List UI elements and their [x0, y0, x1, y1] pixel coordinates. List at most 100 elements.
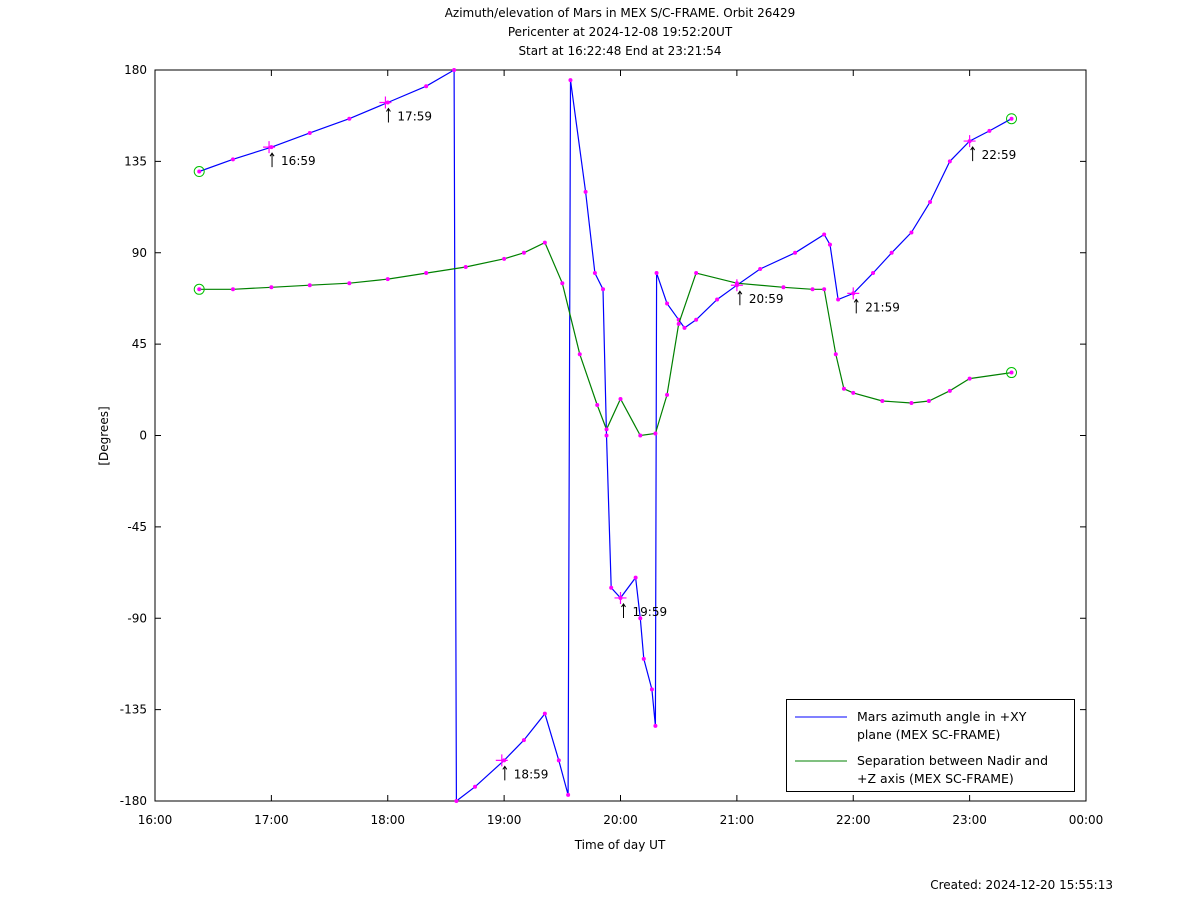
annotation-cross: [379, 96, 392, 109]
annotation-label: 20:59: [749, 292, 784, 306]
point-marker: [568, 78, 573, 83]
point-marker: [197, 287, 202, 292]
point-marker: [542, 240, 547, 245]
point-marker: [926, 398, 931, 403]
point-marker: [822, 232, 827, 237]
point-marker: [347, 116, 352, 121]
annotation-pointer: [621, 603, 626, 618]
annotation-label: 22:59: [982, 148, 1017, 162]
annotation-label: 18:59: [514, 767, 549, 781]
point-marker: [654, 271, 659, 276]
point-marker: [928, 199, 933, 204]
point-marker: [347, 281, 352, 286]
legend-swatch: [795, 716, 847, 718]
point-marker: [694, 317, 699, 322]
point-marker: [230, 287, 235, 292]
legend-swatch: [795, 760, 847, 762]
point-marker: [197, 169, 202, 174]
point-marker: [424, 271, 429, 276]
endpoint-marker: [193, 283, 205, 295]
x-tick-label: 21:00: [720, 813, 755, 827]
annotation-pointer: [386, 107, 391, 123]
annotation-cross: [963, 135, 976, 148]
point-marker: [269, 285, 274, 290]
point-marker: [947, 159, 952, 164]
point-marker: [592, 271, 597, 276]
annotation-label: 19:59: [633, 605, 668, 619]
point-marker: [833, 352, 838, 357]
point-marker: [454, 799, 459, 803]
point-marker: [307, 283, 312, 288]
x-tick-label: 16:00: [138, 813, 173, 827]
x-tick-label: 20:00: [603, 813, 638, 827]
x-tick-label: 18:00: [370, 813, 405, 827]
point-marker: [424, 84, 429, 89]
chart-subtitle: Start at 16:22:48 End at 23:21:54: [518, 44, 721, 58]
point-marker: [781, 285, 786, 290]
point-marker: [604, 427, 609, 432]
legend-entry: Separation between Nadir and +Z axis (ME…: [795, 752, 1074, 788]
point-marker: [1009, 370, 1014, 375]
footer: Created: 2024-12-20 15:55:13: [930, 878, 1113, 892]
y-tick-label: 0: [139, 429, 147, 443]
chart-title: Azimuth/elevation of Mars in MEX S/C-FRA…: [445, 6, 796, 20]
point-marker: [871, 271, 876, 276]
point-marker: [836, 297, 841, 302]
annotation-pointer: [269, 152, 275, 168]
point-marker: [556, 758, 561, 763]
x-tick-label: 22:00: [836, 813, 871, 827]
point-marker: [827, 242, 832, 247]
y-tick-label: 90: [132, 246, 147, 260]
point-marker: [967, 376, 972, 381]
point-marker: [851, 390, 856, 395]
point-marker: [653, 431, 658, 436]
annotation-pointer: [853, 298, 859, 314]
point-marker: [909, 401, 914, 406]
point-marker: [566, 792, 571, 797]
point-marker: [521, 738, 526, 743]
point-marker: [307, 130, 312, 135]
point-marker: [947, 388, 952, 393]
y-tick-label: -45: [127, 520, 147, 534]
annotation-label: 17:59: [397, 109, 432, 123]
point-marker: [452, 68, 457, 72]
point-marker: [653, 723, 658, 728]
x-axis-label: Time of day UT: [574, 838, 666, 852]
point-marker: [577, 352, 582, 357]
annotation-pointer: [970, 146, 976, 162]
point-marker: [638, 616, 643, 621]
plot-frame: [154, 69, 1087, 802]
point-marker: [230, 157, 235, 162]
point-marker: [715, 297, 720, 302]
annotation-pointer: [502, 765, 508, 781]
x-tick-label: 00:00: [1069, 813, 1104, 827]
point-marker: [987, 128, 992, 133]
point-marker: [542, 711, 547, 716]
point-marker: [463, 264, 468, 269]
point-marker: [595, 403, 600, 408]
point-marker: [618, 396, 623, 401]
legend-label: Mars azimuth angle in +XY plane (MEX SC-…: [857, 709, 1027, 742]
point-marker: [758, 266, 763, 271]
annotation-pointer: [737, 290, 743, 306]
point-marker: [601, 287, 606, 292]
point-marker: [793, 250, 798, 255]
annotation-cross: [263, 141, 276, 154]
point-marker: [385, 277, 390, 282]
series-line: [198, 68, 1012, 803]
point-marker: [583, 189, 588, 194]
point-marker: [1009, 116, 1014, 121]
chart-subtitle: Pericenter at 2024-12-08 19:52:20UT: [508, 25, 733, 39]
series-line: [199, 241, 1012, 437]
point-marker: [641, 656, 646, 661]
point-marker: [560, 281, 565, 286]
legend-entry: Mars azimuth angle in +XY plane (MEX SC-…: [795, 708, 1074, 744]
y-tick-label: 45: [132, 337, 147, 351]
x-tick-label: 17:00: [254, 813, 289, 827]
y-tick-label: -180: [120, 794, 147, 808]
y-tick-label: 135: [124, 154, 147, 168]
point-marker: [841, 386, 846, 391]
annotation-cross: [730, 279, 743, 292]
